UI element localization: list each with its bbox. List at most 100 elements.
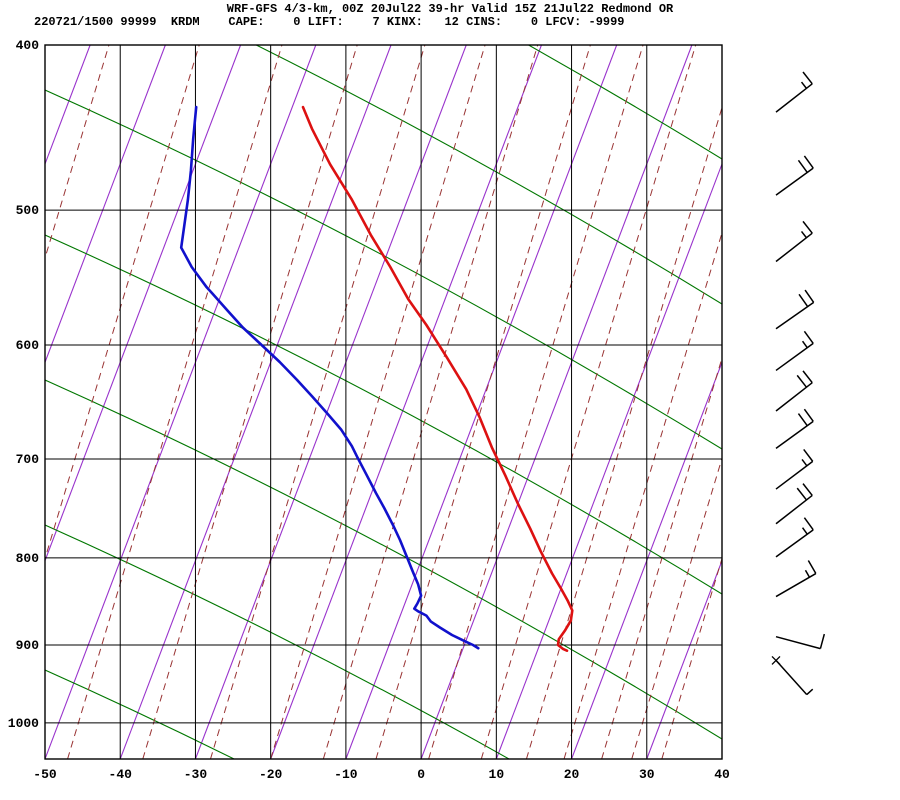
pressure-axis-label: 600: [16, 338, 40, 353]
dry-adiabat-line: [45, 524, 511, 759]
wind-barb-full-tick: [797, 413, 808, 427]
wind-barb-shaft: [775, 572, 817, 598]
wind-barb-full-tick: [802, 220, 813, 234]
wind-barb-full-tick: [819, 633, 826, 649]
pressure-axis-label: 900: [16, 638, 40, 653]
wind-barb-full-tick: [798, 293, 809, 308]
pressure-axis-label: 400: [16, 38, 40, 53]
chart-title: WRF-GFS 4/3-km, 00Z 20Jul22 39-hr Valid …: [226, 2, 674, 16]
temp-axis-label: 40: [714, 767, 730, 782]
wind-barb-half-tick: [800, 81, 808, 89]
mixing-ratio-line: [322, 45, 539, 759]
mixing-ratio-line: [45, 45, 200, 561]
axis-labels: 400 500 600 700 800 900 1000 -50 -40 -30 -20 -10 0 10…: [8, 38, 730, 782]
wind-barb-half-tick: [801, 527, 808, 535]
temp-axis-label: -20: [259, 767, 283, 782]
isotherm-line: [119, 45, 392, 759]
isotherm-line: [194, 45, 467, 759]
pressure-axis-label: 700: [16, 452, 40, 467]
wind-barb-shaft: [775, 382, 813, 412]
wind-barb: [775, 370, 813, 412]
wind-barb-full-tick: [803, 155, 814, 169]
wind-barb-shaft: [775, 494, 813, 525]
dry-adiabat-line: [45, 379, 722, 740]
wind-barb: [775, 330, 814, 372]
wind-barb-shaft: [775, 460, 814, 490]
mixing-ratio-line: [601, 356, 722, 759]
wind-barb-half-tick: [801, 458, 808, 467]
temperature-trace: [301, 105, 574, 653]
wind-barb-shaft: [775, 635, 821, 650]
wind-barb: [771, 655, 814, 696]
wind-barb-full-tick: [803, 330, 814, 344]
pressure-axis-label: 800: [16, 551, 40, 566]
wind-barbs-group: [771, 71, 826, 696]
dry-adiabat-line: [254, 45, 722, 305]
wind-barb-full-tick: [803, 517, 814, 531]
wind-barb-full-tick: [803, 408, 814, 422]
wind-barb-half-tick: [800, 230, 808, 239]
wind-barb-half-tick: [806, 688, 814, 696]
wind-barb-full-tick: [804, 289, 815, 303]
isotherm-line: [420, 45, 693, 759]
dry-adiabat-line: [45, 669, 236, 759]
wind-barb-full-tick: [796, 487, 808, 501]
isotherm-line: [721, 757, 722, 759]
mixing-ratio-line: [525, 105, 722, 759]
wind-barb-full-tick: [802, 71, 813, 85]
wind-barb: [775, 448, 814, 490]
dry-adiabat-line: [45, 89, 722, 450]
plot-border: [44, 44, 723, 760]
temp-axis-label: 10: [489, 767, 505, 782]
wind-barb-shaft: [775, 83, 813, 113]
mixing-ratio-line: [631, 456, 722, 759]
temp-axis-label: -10: [334, 767, 358, 782]
pressure-axis-label: 1000: [8, 716, 39, 731]
station-info-line: 220721/1500 99999 KRDM CAPE: 0 LIFT: 7 K…: [34, 15, 625, 29]
mixing-ratio-group: [45, 45, 722, 759]
grid-group: [45, 45, 722, 759]
mixing-ratio-line: [661, 556, 722, 759]
wind-barb: [775, 220, 813, 263]
isotherm-line: [495, 162, 722, 759]
wind-barb-full-tick: [802, 483, 813, 496]
mixing-ratio-line: [563, 231, 722, 759]
wind-barb-half-tick: [804, 569, 811, 578]
wind-barb: [775, 71, 813, 113]
temp-axis-label: -50: [33, 767, 57, 782]
wind-barb: [775, 289, 815, 330]
mixing-ratio-line: [480, 45, 697, 759]
wind-barb-full-tick: [797, 159, 808, 173]
station-x-marker: [771, 655, 781, 665]
isotherm-line: [270, 45, 542, 759]
mixing-ratio-line: [142, 45, 358, 759]
wind-barb-shaft: [775, 659, 808, 696]
wind-barb-shaft: [775, 232, 813, 263]
wind-barb: [775, 155, 814, 196]
temp-axis-label: 30: [639, 767, 655, 782]
temp-axis-label: 0: [417, 767, 425, 782]
wind-barb: [775, 633, 826, 650]
wind-barb-shaft: [775, 342, 814, 372]
wind-barb-full-tick: [802, 370, 813, 384]
wind-barb: [775, 560, 817, 598]
isotherm-line: [45, 45, 317, 759]
wind-barb-full-tick: [807, 560, 817, 574]
mixing-ratio-line: [375, 45, 591, 759]
wind-barb: [775, 483, 813, 525]
dry-adiabat-line: [45, 234, 722, 595]
wind-barb-full-tick: [803, 448, 814, 462]
dry-adiabats-group: [45, 45, 722, 759]
wind-barb: [775, 408, 814, 449]
wind-barb-shaft: [775, 167, 814, 196]
wind-barb-full-tick: [796, 374, 808, 388]
dry-adiabat-line: [527, 45, 722, 160]
isotherm-line: [646, 559, 722, 759]
isotherm-line: [571, 360, 722, 759]
dewpoint-trace: [179, 105, 480, 650]
isotherms-group: [45, 45, 722, 759]
wind-barb: [775, 517, 814, 558]
